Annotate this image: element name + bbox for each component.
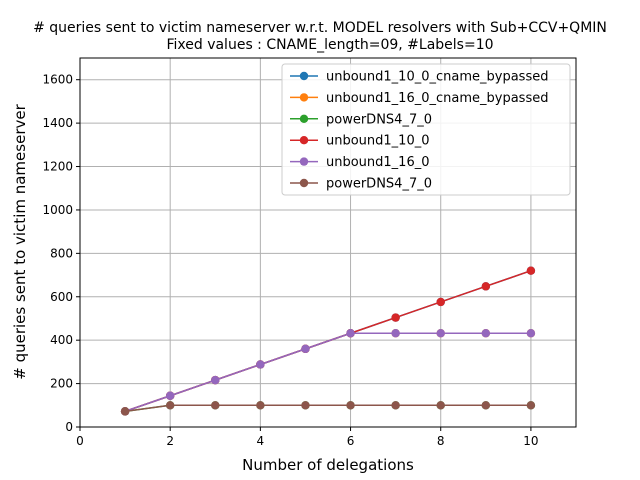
legend-label: powerDNS4_7_0	[326, 177, 432, 192]
y-tick-label: 1600	[42, 73, 73, 87]
data-point	[256, 360, 265, 369]
x-tick-label: 0	[76, 434, 84, 448]
data-point	[391, 313, 400, 322]
series-line	[124, 404, 531, 413]
data-point	[301, 401, 310, 410]
data-point	[391, 401, 400, 410]
legend-marker	[299, 71, 309, 81]
x-tick-label: 10	[523, 434, 538, 448]
y-tick-label: 1200	[42, 160, 73, 174]
legend-marker	[299, 178, 309, 188]
y-axis-label: # queries sent to victim nameserver	[11, 103, 29, 379]
series-layer	[120, 266, 536, 416]
data-point	[526, 266, 536, 275]
x-tick-label: 4	[257, 434, 265, 448]
y-tick-label: 800	[50, 246, 73, 260]
data-point	[436, 329, 445, 338]
data-point	[211, 401, 220, 410]
data-point	[211, 375, 220, 385]
legend-marker	[299, 93, 309, 102]
data-point	[346, 329, 355, 338]
series-powerDNS4_7_0	[120, 401, 536, 416]
y-tick-label: 200	[50, 377, 73, 391]
x-axis-label: Number of delegations	[242, 456, 414, 474]
chart-title: # queries sent to victim nameserver w.r.…	[33, 20, 607, 36]
data-point	[165, 391, 175, 400]
chart-subtitle: Fixed values : CNAME_length=09, #Labels=…	[166, 37, 493, 53]
data-point	[391, 329, 400, 338]
y-tick-label: 400	[50, 333, 73, 347]
data-point	[256, 401, 265, 410]
data-point	[165, 401, 175, 410]
data-point	[436, 297, 445, 307]
x-tick-label: 8	[437, 434, 445, 448]
y-tick-label: 1000	[42, 203, 73, 217]
data-point	[301, 344, 310, 354]
legend-label: powerDNS4_7_0	[326, 112, 432, 127]
legend: unbound1_10_0_cname_bypassed unbound1_16_…	[281, 63, 571, 196]
legend-label: unbound1_16_0	[326, 155, 430, 170]
legend-marker	[299, 114, 309, 124]
data-point	[526, 329, 536, 338]
data-point	[120, 407, 130, 416]
data-point	[526, 401, 536, 410]
data-point	[481, 282, 491, 291]
series-line	[124, 332, 531, 413]
y-tick-label: 1400	[42, 116, 73, 130]
series-unbound1_16_0	[120, 329, 536, 416]
legend-marker	[299, 157, 309, 166]
data-point	[346, 401, 355, 410]
x-axis: 0 2 4 6 8 10	[76, 427, 539, 448]
data-point	[481, 329, 491, 338]
x-tick-label: 6	[347, 434, 355, 448]
legend-label: unbound1_10_0_cname_bypassed	[326, 70, 548, 85]
legend-label: unbound1_16_0_cname_bypassed	[326, 91, 548, 106]
x-tick-label: 2	[166, 434, 174, 448]
data-point	[436, 401, 445, 410]
y-axis: 0 200 400 600 800 1000 1200 1400 1600	[42, 73, 80, 434]
legend-marker	[299, 136, 309, 145]
plot-frame	[79, 57, 577, 428]
data-point	[481, 401, 491, 410]
y-tick-label: 0	[65, 420, 73, 434]
y-tick-label: 600	[50, 290, 73, 304]
legend-label: unbound1_10_0	[326, 134, 430, 149]
legend-frame	[281, 63, 571, 196]
